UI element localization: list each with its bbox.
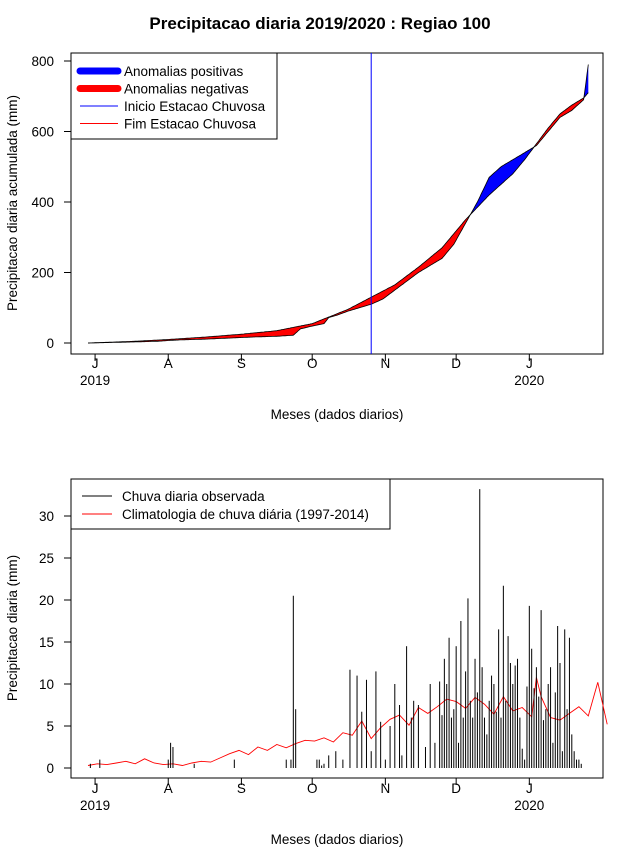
- climatology-accumulated-line: [88, 92, 589, 344]
- y-tick-label: 15: [39, 635, 54, 650]
- x-tick-label: A: [164, 356, 173, 371]
- negative-anomaly-area: [88, 215, 470, 343]
- legend-label: Inicio Estacao Chuvosa: [124, 99, 266, 114]
- y-tick-label: 30: [39, 509, 54, 524]
- x-tick-label: D: [451, 781, 461, 796]
- legend-label: Climatologia de chuva diária (1997-2014): [122, 507, 369, 522]
- x-tick-label: S: [237, 356, 246, 371]
- x-tick-label: S: [237, 781, 246, 796]
- legend-label: Anomalias negativas: [124, 82, 249, 97]
- x-tick-year-label: 2020: [514, 373, 544, 388]
- top-y-axis-label: Precipitacao diaria acumulada (mm): [5, 95, 20, 311]
- x-tick-label: J: [92, 356, 99, 371]
- x-tick-label: A: [164, 781, 173, 796]
- legend-label: Anomalias positivas: [124, 64, 244, 79]
- x-tick-label: N: [380, 781, 390, 796]
- legend-label: Chuva diaria observada: [122, 489, 265, 504]
- bottom-y-axis-label: Precipitacao diaria (mm): [5, 555, 20, 701]
- top-chart-layer: 0 200 400 600 800 J 2019 A S O N D J 2020 Anomalias po…: [31, 52, 589, 388]
- x-tick-label: J: [526, 781, 533, 796]
- top-plot-frame: [70, 52, 604, 355]
- top-legend-box: [70, 52, 278, 140]
- y-tick-label: 800: [31, 54, 54, 69]
- y-tick-label: 400: [31, 195, 54, 210]
- y-tick-label: 0: [46, 336, 54, 351]
- y-tick-label: 200: [31, 266, 54, 281]
- climatology-daily-line: [87, 677, 608, 766]
- y-tick-label: 10: [39, 677, 54, 692]
- x-tick-year-label: 2019: [80, 798, 110, 813]
- x-tick-label: O: [307, 356, 318, 371]
- x-tick-label: O: [307, 781, 318, 796]
- x-tick-year-label: 2020: [514, 798, 544, 813]
- x-tick-label: N: [380, 356, 390, 371]
- y-tick-label: 20: [39, 593, 54, 608]
- legend-label: Fim Estacao Chuvosa: [124, 117, 257, 132]
- x-tick-label: J: [92, 781, 99, 796]
- y-tick-label: 0: [46, 761, 54, 776]
- y-tick-label: 25: [39, 551, 54, 566]
- y-tick-label: 5: [46, 719, 54, 734]
- x-tick-label: D: [451, 356, 461, 371]
- bottom-legend-box: [70, 478, 391, 530]
- bottom-x-axis-label: Meses (dados diarios): [271, 832, 404, 847]
- observed-accumulated-line: [88, 64, 589, 344]
- x-tick-label: J: [526, 356, 533, 371]
- chart-title: Precipitacao diaria 2019/2020 : Regiao 1…: [149, 14, 491, 33]
- negative-anomaly-area: [534, 98, 584, 147]
- positive-anomaly-area: [469, 147, 534, 217]
- bottom-chart-layer: 0 5 10 15 20 25 30 J 2019 A S O N D J 2020 Chuva diaria …: [39, 478, 608, 813]
- top-x-axis-label: Meses (dados diarios): [271, 407, 404, 422]
- x-tick-year-label: 2019: [80, 373, 110, 388]
- y-tick-label: 600: [31, 125, 54, 140]
